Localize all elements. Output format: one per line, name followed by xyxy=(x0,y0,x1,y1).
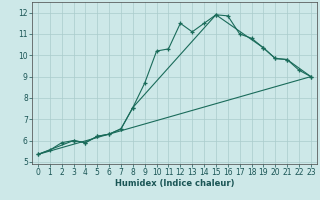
X-axis label: Humidex (Indice chaleur): Humidex (Indice chaleur) xyxy=(115,179,234,188)
